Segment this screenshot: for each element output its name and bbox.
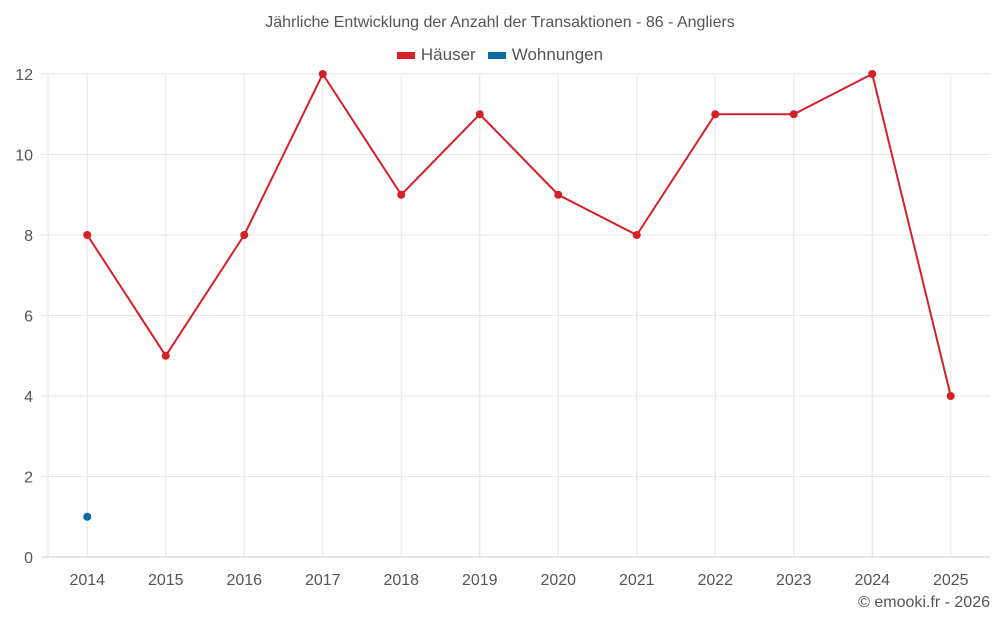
data-point <box>318 70 327 78</box>
y-tick-label: 4 <box>24 389 33 406</box>
y-tick-label: 2 <box>24 470 33 487</box>
legend-label: Wohnungen <box>511 45 604 64</box>
data-point <box>240 231 249 239</box>
legend-item-wohnungen[interactable]: Wohnungen <box>487 45 604 65</box>
series-line-Häuser <box>86 71 952 397</box>
data-point <box>789 110 798 119</box>
x-tick-label: 2015 <box>148 572 184 589</box>
x-tick-label: 2020 <box>540 572 576 589</box>
data-point <box>946 392 955 400</box>
credit: © emooki.fr - 2026 <box>858 594 990 611</box>
x-tick-label: 2024 <box>854 572 890 589</box>
data-point <box>161 351 170 360</box>
y-tick-label: 6 <box>24 309 33 326</box>
data-point <box>83 231 92 239</box>
data-point <box>868 70 877 78</box>
y-tick-label: 10 <box>15 148 33 165</box>
legend-swatch <box>396 51 415 59</box>
legend: Häuser Wohnungen <box>0 45 1000 65</box>
data-point <box>554 190 563 199</box>
x-tick-label: 2017 <box>305 572 341 589</box>
legend-label: Häuser <box>420 45 476 64</box>
data-point <box>632 231 641 239</box>
legend-swatch <box>487 51 506 59</box>
y-tick-label: 8 <box>24 228 33 245</box>
y-tick-label: 12 <box>15 67 33 84</box>
x-tick-label: 2016 <box>226 572 262 589</box>
y-tick-label: 0 <box>24 550 33 567</box>
x-tick-label: 2025 <box>933 572 969 589</box>
chart-title: Jährliche Entwicklung der Anzahl der Tra… <box>265 14 735 31</box>
x-tick-label: 2014 <box>69 572 105 589</box>
x-tick-label: 2019 <box>462 572 498 589</box>
data-point <box>475 110 484 119</box>
x-tick-label: 2021 <box>619 572 655 589</box>
x-tick-label: 2023 <box>776 572 812 589</box>
data-point <box>711 110 720 119</box>
data-point <box>397 190 406 199</box>
x-tick-label: 2018 <box>383 572 419 589</box>
legend-item-haeuser[interactable]: Häuser <box>396 45 476 65</box>
data-point <box>83 512 92 521</box>
x-tick-label: 2022 <box>697 572 733 589</box>
